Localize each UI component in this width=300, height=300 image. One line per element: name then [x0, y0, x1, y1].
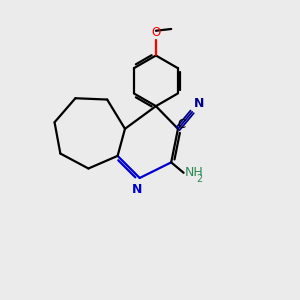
Text: O: O [151, 26, 160, 39]
Text: N: N [194, 98, 204, 110]
Text: 2: 2 [196, 174, 203, 184]
Text: NH: NH [185, 166, 204, 179]
Text: N: N [132, 183, 142, 196]
Text: C: C [177, 118, 186, 131]
